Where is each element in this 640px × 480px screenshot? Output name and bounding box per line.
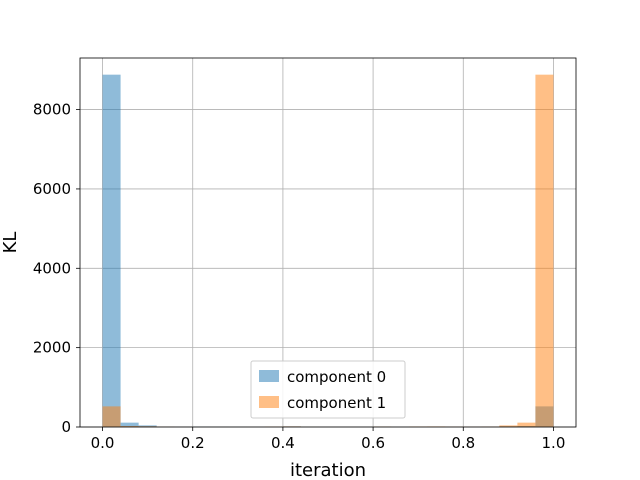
legend-swatch-0 xyxy=(259,370,279,382)
bar-series-1-bin-22 xyxy=(499,425,518,427)
bar-series-0-bin-2 xyxy=(138,425,157,427)
x-tick-label: 1.0 xyxy=(542,434,566,452)
legend: component 0 component 1 xyxy=(250,360,406,419)
y-tick-label: 2000 xyxy=(33,339,71,357)
x-tick-label: 0.4 xyxy=(271,434,295,452)
x-tick-label: 0.6 xyxy=(361,434,385,452)
y-tick-label: 4000 xyxy=(33,259,71,277)
plot-frame xyxy=(79,57,577,428)
histogram-bars xyxy=(102,74,554,427)
bar-series-1-bin-1 xyxy=(120,426,139,427)
legend-box xyxy=(250,360,406,419)
x-axis-label: iteration xyxy=(290,460,366,480)
bar-series-1-bin-23 xyxy=(517,422,536,427)
legend-label-0: component 0 xyxy=(287,368,386,386)
y-tick-label: 6000 xyxy=(33,180,71,198)
y-tick-label: 8000 xyxy=(33,101,71,119)
bar-series-0-bin-1 xyxy=(120,422,139,427)
y-tick-label: 0 xyxy=(61,418,71,436)
legend-label-1: component 1 xyxy=(287,394,386,412)
x-tick-label: 0.2 xyxy=(181,434,205,452)
y-axis-label: KL xyxy=(0,232,21,254)
bar-series-1-bin-0 xyxy=(102,406,121,427)
x-tick-label: 0.0 xyxy=(91,434,115,452)
legend-swatch-1 xyxy=(259,396,279,408)
bar-series-0-bin-0 xyxy=(102,74,121,427)
bar-series-1-bin-24 xyxy=(535,74,554,427)
axis-ticks: 0.0 0.2 0.4 0.6 0.8 1.0 0 2000 4000 6000 8000 xyxy=(33,101,566,452)
x-tick-label: 0.8 xyxy=(451,434,475,452)
